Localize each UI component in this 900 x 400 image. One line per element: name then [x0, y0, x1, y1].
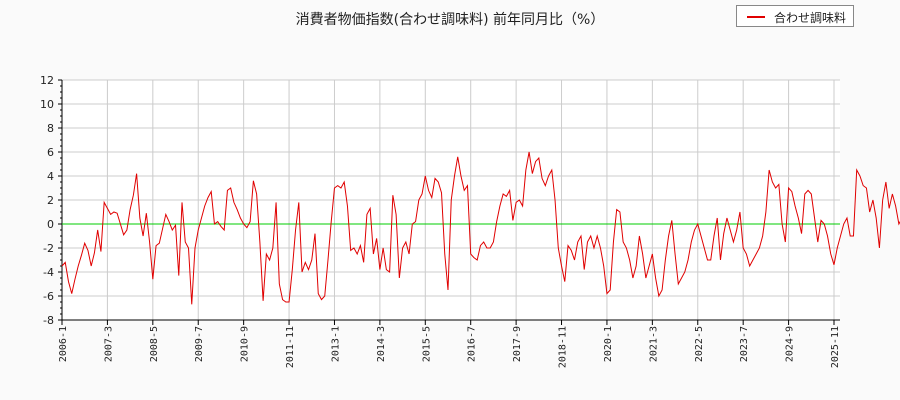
series-line: [61, 151, 900, 305]
y-tick-label: -6: [43, 290, 54, 303]
x-tick-label: 2008-5: [149, 326, 160, 362]
x-tick-label: 2022-5: [694, 326, 705, 362]
y-tick-label: 2: [47, 194, 54, 207]
x-tick-label: 2016-7: [467, 326, 478, 362]
x-tick-label: 2018-11: [558, 326, 569, 368]
x-tick-label: 2024-9: [785, 326, 796, 362]
y-tick-label: -2: [43, 242, 54, 255]
x-tick-label: 2015-5: [421, 326, 432, 362]
legend: 合わせ調味料: [736, 5, 854, 27]
y-tick-label: -8: [43, 314, 54, 327]
x-tick-label: 2011-11: [285, 326, 296, 368]
x-tick-label: 2007-3: [103, 326, 114, 362]
y-tick-label: 12: [40, 74, 54, 87]
y-tick-label: 10: [40, 98, 54, 111]
chart-title: 消費者物価指数(合わせ調味料) 前年同月比（%）: [295, 12, 605, 28]
y-tick-label: 6: [47, 146, 54, 159]
x-tick-label: 2017-9: [512, 326, 523, 362]
x-tick-label: 2013-1: [330, 326, 341, 362]
x-tick-label: 2006-1: [58, 326, 69, 362]
x-tick-label: 2021-3: [648, 326, 659, 362]
x-tick-label: 2010-9: [240, 326, 251, 362]
x-tick-label: 2020-1: [603, 326, 614, 362]
y-tick-label: -4: [43, 266, 54, 279]
x-tick-label: 2009-7: [194, 326, 205, 362]
x-tick-label: 2023-7: [739, 326, 750, 362]
legend-swatch-icon: [747, 16, 765, 18]
legend-label: 合わせ調味料: [774, 11, 847, 25]
y-tick-label: 8: [47, 122, 54, 135]
x-tick-label: 2025-11: [830, 326, 841, 368]
y-tick-label: 0: [47, 218, 54, 231]
x-tick-label: 2014-3: [376, 326, 387, 362]
y-tick-label: 4: [47, 170, 54, 183]
